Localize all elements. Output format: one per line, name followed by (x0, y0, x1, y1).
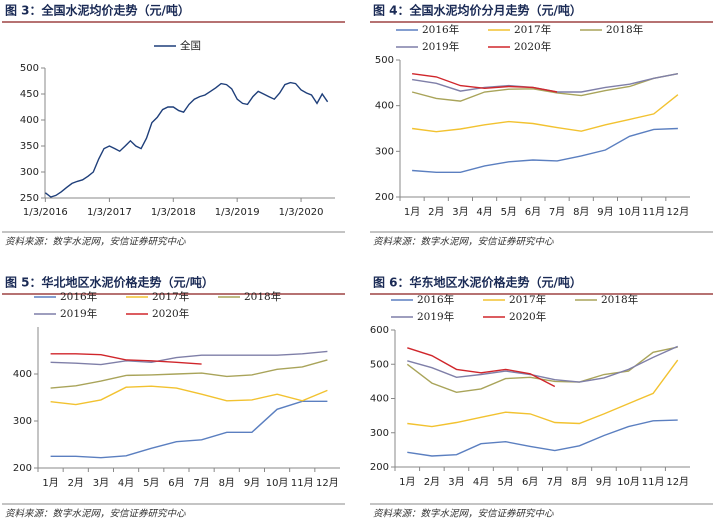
y-tick-label: 300 (370, 428, 389, 439)
x-tick-label: 6月 (525, 206, 541, 218)
x-tick-label: 7月 (549, 206, 565, 218)
x-tick-label: 9月 (597, 206, 613, 218)
x-tick-label: 1/3/2016 (23, 207, 68, 218)
x-tick-label: 7月 (547, 476, 563, 488)
y-tick-label: 300 (375, 146, 394, 157)
x-tick-label: 1/3/2018 (151, 207, 196, 218)
y-tick-label: 200 (375, 192, 394, 203)
y-tick-label: 400 (20, 115, 39, 126)
legend-label: 2020年 (514, 40, 551, 53)
x-tick-label: 3月 (448, 476, 464, 488)
y-tick-label: 300 (20, 167, 39, 178)
y-tick-label: 500 (370, 359, 389, 370)
legend-label: 2017年 (514, 23, 551, 36)
y-tick-label: 450 (20, 89, 39, 100)
x-tick-label: 3月 (452, 206, 468, 218)
x-tick-label: 1月 (42, 477, 58, 489)
legend-label: 全国 (180, 39, 201, 52)
x-tick-label: 5月 (501, 206, 517, 218)
x-tick-label: 3月 (93, 477, 109, 489)
legend-label: 2019年 (422, 40, 459, 53)
x-tick-label: 10月 (266, 477, 289, 489)
series-line (50, 350, 328, 366)
x-tick-label: 1/3/2017 (87, 207, 132, 218)
legend-label: 2016年 (60, 290, 97, 303)
legend-label: 2019年 (60, 307, 97, 320)
x-tick-label: 12月 (316, 477, 339, 489)
series-line (406, 346, 678, 394)
y-tick-label: 200 (13, 463, 32, 474)
x-tick-label: 1/3/2019 (215, 207, 260, 218)
y-tick-label: 300 (13, 416, 32, 427)
x-tick-label: 8月 (219, 477, 235, 489)
x-tick-label: 9月 (244, 477, 260, 489)
y-tick-label: 350 (20, 141, 39, 152)
y-tick-label: 200 (370, 462, 389, 473)
x-tick-label: 5月 (143, 477, 159, 489)
legend-label: 2018年 (244, 290, 281, 303)
series-line (412, 127, 678, 173)
series-line (50, 359, 328, 389)
y-tick-label: 500 (20, 63, 39, 74)
legend-label: 2017年 (152, 290, 189, 303)
series-line (50, 400, 328, 459)
y-tick-label: 500 (375, 55, 394, 66)
x-tick-label: 11月 (642, 476, 665, 488)
series-line (407, 359, 679, 428)
x-tick-label: 1/3/2020 (279, 207, 324, 218)
x-tick-label: 2月 (428, 206, 444, 218)
x-tick-label: 5月 (497, 476, 513, 488)
legend-label: 2020年 (152, 307, 189, 320)
series-line (407, 419, 678, 457)
figure-source: 资料来源：数字水泥网，安信证券研究中心 (373, 508, 554, 520)
legend-label: 2018年 (601, 293, 638, 306)
y-tick-label: 400 (370, 394, 389, 405)
x-tick-label: 1月 (404, 206, 420, 218)
x-tick-label: 12月 (667, 206, 690, 218)
series-line (50, 353, 202, 365)
series-line (412, 94, 679, 133)
x-tick-label: 4月 (476, 206, 492, 218)
x-tick-label: 6月 (168, 477, 184, 489)
x-tick-label: 11月 (642, 206, 665, 218)
x-tick-label: 4月 (473, 476, 489, 488)
x-tick-label: 10月 (617, 476, 640, 488)
figure-source: 资料来源：数字水泥网，安信证券研究中心 (5, 236, 186, 248)
figure-title: 图 5：华北地区水泥价格走势（元/吨） (5, 275, 214, 290)
x-tick-label: 7月 (193, 477, 209, 489)
series-line (407, 347, 556, 388)
figure-title: 图 6：华东地区水泥价格走势（元/吨） (373, 275, 582, 290)
figure-title: 图 3：全国水泥均价走势（元/吨） (5, 3, 190, 18)
legend-label: 2017年 (509, 293, 546, 306)
x-tick-label: 2月 (424, 476, 440, 488)
x-tick-label: 6月 (522, 476, 538, 488)
x-tick-label: 10月 (618, 206, 641, 218)
figure-source: 资料来源：数字水泥网，安信证券研究中心 (373, 236, 554, 248)
figure-title: 图 4：全国水泥均价分月走势（元/吨） (373, 3, 582, 18)
series-line (50, 385, 328, 406)
legend-label: 2019年 (417, 310, 454, 323)
x-tick-label: 11月 (291, 477, 314, 489)
legend-label: 2016年 (422, 23, 459, 36)
x-tick-label: 9月 (596, 476, 612, 488)
series-line (407, 345, 678, 383)
y-tick-label: 600 (370, 325, 389, 336)
series-line (411, 73, 679, 102)
y-tick-label: 250 (20, 193, 39, 204)
y-tick-label: 400 (13, 369, 32, 380)
legend-label: 2018年 (606, 23, 643, 36)
x-tick-label: 8月 (571, 476, 587, 488)
y-tick-label: 400 (375, 101, 394, 112)
x-tick-label: 1月 (399, 476, 415, 488)
x-tick-label: 2月 (68, 477, 84, 489)
series-line (412, 73, 558, 93)
legend-label: 2016年 (417, 293, 454, 306)
x-tick-label: 12月 (666, 476, 689, 488)
x-tick-label: 4月 (118, 477, 134, 489)
legend-label: 2020年 (509, 310, 546, 323)
series-line (44, 81, 329, 198)
x-tick-label: 8月 (573, 206, 589, 218)
figure-source: 资料来源：数字水泥网，安信证券研究中心 (5, 508, 186, 520)
